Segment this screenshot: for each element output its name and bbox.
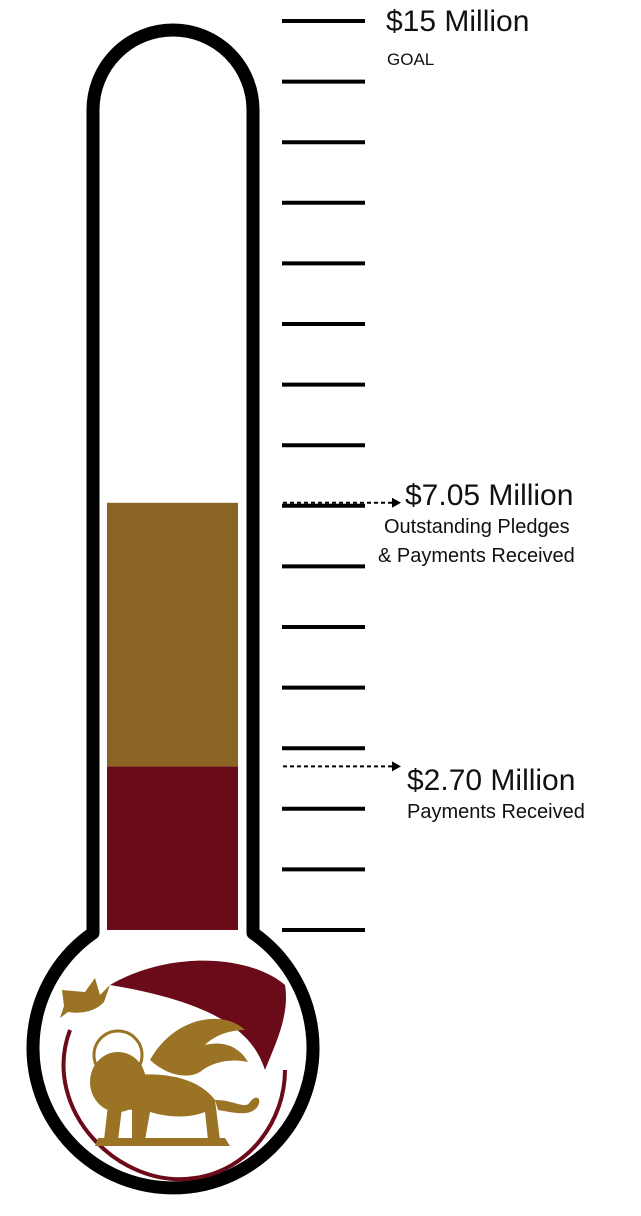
thermometer-outline <box>26 23 320 1195</box>
pledges-caption-line-1: Outstanding Pledges <box>384 516 570 538</box>
goal-amount-label: $15 Million <box>386 5 530 38</box>
goal-caption: GOAL <box>387 50 435 69</box>
fill-bar-payments <box>107 766 238 930</box>
feather-icon <box>110 960 286 1070</box>
marker-arrows <box>283 497 401 772</box>
payments-amount-label: $2.70 Million <box>407 764 576 797</box>
swirl-arc <box>61 1029 287 1182</box>
payments-arrow <box>283 761 401 772</box>
fill-bar-pledges <box>107 502 238 767</box>
dove-icon <box>60 978 110 1018</box>
pledges-arrow <box>283 497 401 508</box>
pledges-caption-line-2: & Payments Received <box>378 545 575 567</box>
pledges-amount-label: $7.05 Million <box>405 479 574 512</box>
winged-lion-icon <box>90 1018 260 1146</box>
payments-caption: Payments Received <box>407 801 585 823</box>
bulb-logo <box>60 960 287 1182</box>
scale-ticks <box>282 19 365 932</box>
